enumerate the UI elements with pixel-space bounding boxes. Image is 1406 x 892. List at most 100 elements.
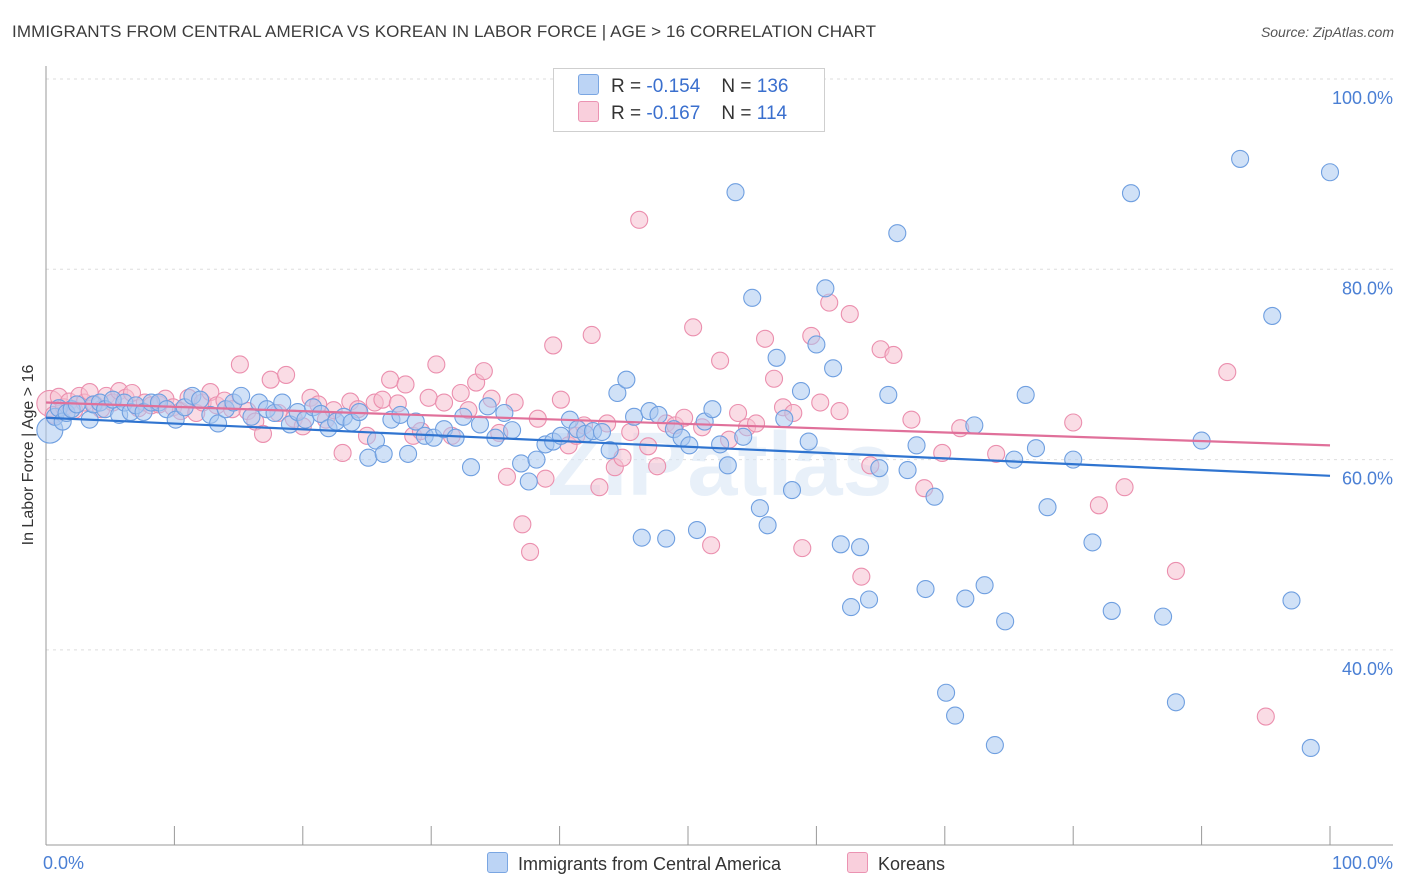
blue-point (1154, 607, 1173, 626)
pink-point (764, 369, 784, 388)
pink-point (381, 370, 400, 389)
blue-point (399, 444, 418, 463)
blue-point (859, 590, 879, 609)
pink-point (840, 304, 859, 324)
y-axis-title: In Labor Force | Age > 16 (20, 365, 37, 546)
blue-point (1102, 601, 1121, 620)
blue-point (527, 450, 546, 469)
pink-point (536, 469, 555, 488)
blue-point (191, 390, 210, 409)
blue-point (649, 405, 668, 424)
pink-point (830, 402, 849, 421)
blue-point (512, 454, 531, 473)
blue-point (816, 279, 835, 298)
blue-point (916, 579, 935, 599)
pink-point (590, 478, 609, 497)
blue-point (888, 224, 907, 243)
legend-row-central-america: R = -0.154 N = 136 (578, 74, 788, 100)
legend-item-central-america: Immigrants from Central America (487, 852, 781, 875)
pink-point (513, 515, 532, 534)
blue-point (767, 348, 786, 367)
pink-point (261, 370, 280, 389)
blue-point (985, 736, 1004, 755)
blue-point (1026, 439, 1046, 458)
blue-point (870, 459, 889, 478)
blue-point (632, 528, 651, 547)
blue-point (831, 535, 850, 554)
blue-point (1083, 533, 1102, 552)
r-label: R = (611, 76, 642, 97)
blue-point (687, 520, 707, 540)
blue-point (750, 499, 769, 518)
blue-point (461, 458, 481, 477)
pink-point (419, 388, 438, 407)
blue-point (907, 436, 926, 455)
pink-point (1256, 707, 1275, 726)
pink-point (884, 345, 903, 365)
blue-point (975, 576, 994, 595)
pink-point (711, 351, 730, 370)
pink-point (333, 443, 352, 463)
pink-point (277, 365, 296, 384)
r-value: -0.154 (646, 76, 701, 97)
blue-point (734, 427, 753, 446)
x-tick-label: 0.0% (43, 853, 84, 873)
pink-point (427, 355, 446, 374)
pink-point (1089, 496, 1108, 515)
blue-point (273, 393, 292, 412)
blue-swatch (487, 852, 508, 873)
blue-point (1121, 184, 1141, 203)
pink-point (684, 318, 703, 337)
pink-point (902, 410, 921, 429)
y-tick-label: 80.0% (1342, 278, 1393, 298)
blue-point (478, 397, 497, 416)
pink-point (1218, 363, 1237, 382)
pink-point (702, 536, 721, 555)
y-tick-label: 40.0% (1342, 659, 1393, 679)
pink-point (474, 362, 493, 381)
blue-point (937, 683, 956, 702)
blue-point (824, 359, 843, 378)
pink-swatch (847, 852, 868, 873)
y-tick-label: 60.0% (1342, 469, 1393, 489)
pink-point (396, 375, 415, 394)
n-label: N = (721, 103, 752, 124)
r-value: -0.167 (646, 103, 701, 124)
pink-point (755, 329, 775, 348)
pink-point (729, 403, 748, 423)
blue-point (1301, 738, 1320, 757)
n-value: 114 (756, 103, 788, 124)
blue-point (374, 444, 393, 463)
y-tick-label: 100.0% (1332, 88, 1393, 108)
blue-point (470, 415, 490, 434)
blue-point (807, 335, 826, 354)
blue-point (519, 472, 538, 491)
blue-point (209, 414, 228, 433)
n-value: 136 (756, 76, 789, 97)
blue-point (1016, 385, 1035, 404)
pink-swatch (578, 101, 599, 122)
blue-point (406, 412, 425, 431)
blue-point (726, 183, 745, 202)
blue-point (446, 428, 465, 447)
stats-legend: R = -0.154 N = 136 R = -0.167 N = 114 (553, 68, 825, 132)
blue-point (775, 409, 794, 428)
blue-point (956, 589, 975, 608)
blue-point (1282, 591, 1301, 610)
pink-point (230, 355, 249, 374)
pink-point (747, 414, 766, 433)
blue-point (592, 422, 612, 442)
blue-point (657, 529, 676, 548)
blue-point (503, 421, 522, 440)
pink-point (544, 336, 563, 355)
blue-point (617, 370, 636, 389)
blue-point (359, 448, 378, 467)
pink-point (621, 422, 640, 442)
blue-point (996, 612, 1015, 631)
chart-title: IMMIGRANTS FROM CENTRAL AMERICA VS KOREA… (12, 22, 877, 41)
blue-point (925, 487, 944, 506)
blue-point (799, 432, 818, 451)
r-label: R = (611, 103, 642, 124)
blue-point (680, 436, 699, 455)
